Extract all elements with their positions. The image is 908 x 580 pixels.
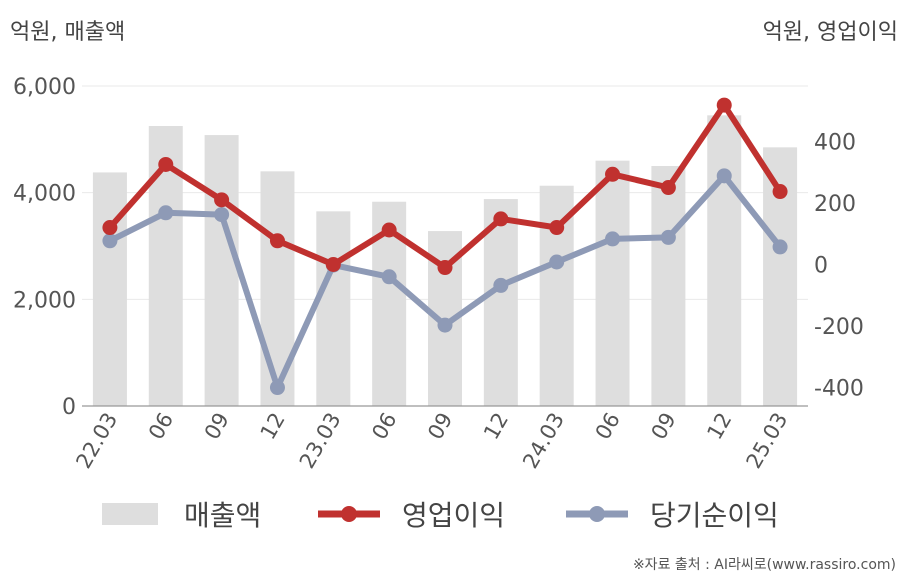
bar-sales [651,166,686,406]
point-net-income [660,229,676,245]
point-operating-profit [102,220,118,236]
point-operating-profit [214,192,230,208]
x-tick-label: 06 [367,409,401,444]
legend-swatch-sales [102,503,158,525]
point-operating-profit [605,166,621,182]
x-tick-label: 09 [647,409,681,444]
x-tick-label: 12 [479,409,513,444]
point-operating-profit [660,180,676,196]
x-tick-label: 06 [591,409,625,444]
point-net-income [772,239,788,255]
point-net-income [437,317,453,333]
profit-lines [102,97,788,396]
bar-sales [204,135,239,407]
point-net-income [716,168,732,184]
bar-sales [707,115,742,406]
right-axis-ticks: -400 -200 0 200 400 [814,130,864,401]
left-axis-ticks: 0 2,000 4,000 6,000 [13,75,76,420]
point-operating-profit [269,233,285,249]
left-axis-unit: 억원, 매출액 [10,20,126,45]
x-tick-label: 25.03 [742,409,793,473]
right-tick-label: 0 [814,253,828,278]
legend-item-net-income: 당기순이익 [566,492,779,536]
point-net-income [549,254,565,270]
left-tick-label: 6,000 [13,75,76,100]
point-operating-profit [493,211,509,227]
point-operating-profit [437,260,453,276]
point-net-income [102,233,118,249]
point-operating-profit [325,256,341,272]
x-tick-label: 22.03 [71,409,122,473]
legend-label-operating-profit: 영업이익 [402,499,506,532]
legend-swatch-operating-profit [318,506,380,522]
legend-swatch-net-income [566,506,628,522]
x-axis-ticks: 22.03 06 09 12 23.03 06 09 12 24.03 06 09 12 25.03 [71,409,792,473]
bar-sales [316,211,351,406]
x-tick-label: 24.03 [518,409,569,473]
x-tick-label: 06 [144,409,178,444]
point-net-income [381,269,397,285]
point-operating-profit [772,184,788,200]
bar-sales [260,171,295,406]
legend-item-sales: 매출액 [102,492,261,536]
legend: 매출액 영업이익 당기순이익 [0,492,908,536]
right-axis-unit: 억원, 영업이익 [762,20,898,45]
left-tick-label: 2,000 [13,288,76,313]
right-tick-label: -400 [814,377,864,402]
right-tick-label: 200 [814,192,856,217]
left-tick-label: 4,000 [13,182,76,207]
x-tick-label: 23.03 [295,409,346,473]
x-tick-label: 12 [256,409,290,444]
point-net-income [269,380,285,396]
left-tick-label: 0 [62,395,76,420]
point-operating-profit [716,97,732,113]
bar-sales [483,199,518,406]
combo-chart: 0 2,000 4,000 6,000 -400 -200 0 200 400 22.03 06… [13,75,864,473]
point-operating-profit [549,220,565,236]
bar-sales [92,172,127,406]
point-net-income [493,277,509,293]
point-net-income [605,231,621,247]
right-tick-label: -200 [814,315,864,340]
x-tick-label: 09 [423,409,457,444]
legend-label-net-income: 당기순이익 [650,499,779,532]
point-net-income [214,207,230,223]
source-note: ※자료 출처 : AI라씨로(www.rassiro.com) [632,557,896,573]
legend-item-operating-profit: 영업이익 [318,492,505,536]
right-tick-label: 400 [814,130,856,155]
bar-sales [595,160,630,406]
x-tick-label: 09 [200,409,234,444]
x-tick-label: 12 [702,409,736,444]
point-operating-profit [381,222,397,238]
point-operating-profit [158,156,174,172]
point-net-income [158,205,174,221]
legend-label-sales: 매출액 [184,499,262,532]
